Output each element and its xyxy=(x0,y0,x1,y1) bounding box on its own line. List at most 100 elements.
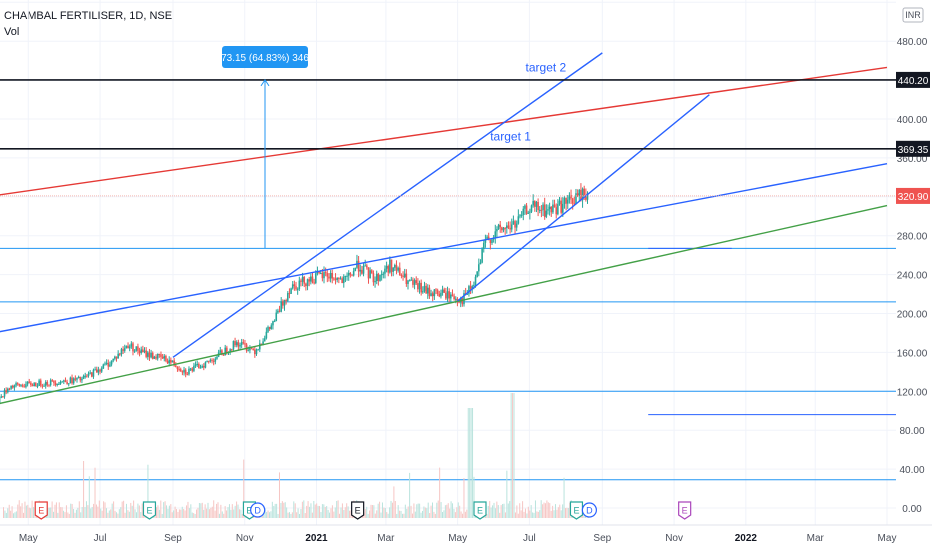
volume-bar xyxy=(111,503,113,518)
dividend-marker[interactable] xyxy=(250,502,266,518)
candle-body xyxy=(382,273,385,275)
volume-bar xyxy=(90,508,92,518)
candle-body xyxy=(506,225,508,229)
volume-bar xyxy=(449,508,451,518)
y-tick-label: 120.00 xyxy=(897,387,928,398)
volume-bar xyxy=(207,502,209,518)
candle-body xyxy=(179,369,182,372)
candle-body xyxy=(163,355,166,359)
volume-bar xyxy=(227,507,229,518)
volume-bar xyxy=(552,505,554,518)
y-tick-label: 40.00 xyxy=(899,465,924,476)
candle-body xyxy=(375,273,378,282)
volume-bar xyxy=(502,503,504,518)
volume-bar xyxy=(429,513,431,518)
candle-body xyxy=(448,291,450,299)
candle-body xyxy=(122,349,124,351)
annotation-target-1: target 1 xyxy=(490,129,531,143)
candle-body xyxy=(301,276,304,282)
volume-bar xyxy=(98,500,100,518)
volume-bar xyxy=(5,512,7,518)
volume-bar xyxy=(127,510,129,518)
volume-bar xyxy=(221,511,223,518)
x-tick-label: Sep xyxy=(164,533,182,544)
volume-bar xyxy=(519,503,521,518)
volume-bar xyxy=(520,510,522,518)
candle-body xyxy=(295,286,297,290)
volume-bar xyxy=(396,513,398,518)
volume-bar xyxy=(399,510,401,518)
candle-body xyxy=(137,346,139,351)
volume-bar xyxy=(131,505,133,518)
candle-body xyxy=(471,286,474,289)
volume-bar xyxy=(379,501,381,518)
candle-body xyxy=(530,205,533,212)
volume-bar xyxy=(134,509,136,518)
volume-bar xyxy=(404,504,406,518)
candle-body xyxy=(86,375,88,377)
candle-body xyxy=(402,275,404,277)
trend-line-4 xyxy=(172,52,603,358)
volume-bar xyxy=(97,506,99,518)
candle-body xyxy=(435,289,437,291)
volume-bar xyxy=(497,505,499,518)
volume-bar xyxy=(456,507,458,518)
volume-bar xyxy=(87,505,89,518)
dividend-marker[interactable] xyxy=(581,502,597,518)
volume-bar xyxy=(210,507,212,518)
volume-bar xyxy=(94,467,96,518)
candle-body xyxy=(74,378,77,380)
volume-bar xyxy=(560,510,562,518)
volume-bar xyxy=(522,501,524,518)
volume-bar xyxy=(214,510,216,518)
candle-body xyxy=(501,227,503,231)
volume-bar xyxy=(473,476,475,518)
volume-bar xyxy=(540,500,542,518)
volume-label[interactable]: Vol xyxy=(4,26,20,38)
earnings-marker[interactable] xyxy=(34,501,48,520)
volume-bar xyxy=(517,513,519,518)
volume-bar xyxy=(307,501,309,518)
earnings-marker[interactable] xyxy=(142,501,157,520)
earnings-marker[interactable] xyxy=(678,501,692,520)
earnings-marker[interactable] xyxy=(473,501,487,520)
candle-body xyxy=(380,274,383,276)
candle-body xyxy=(422,291,424,293)
candle-body xyxy=(270,325,273,329)
candle-body xyxy=(138,350,141,353)
candle-body xyxy=(319,273,322,275)
candle-body xyxy=(339,278,342,280)
volume-bar xyxy=(436,502,438,518)
volume-bar xyxy=(117,513,119,518)
volume-bar xyxy=(133,500,135,518)
volume-bar xyxy=(193,513,195,518)
candle-body xyxy=(374,281,376,283)
candle-body xyxy=(254,349,256,355)
candle-body xyxy=(230,349,233,351)
candle-body xyxy=(148,352,151,358)
volume-bar xyxy=(313,500,315,518)
volume-bar xyxy=(51,501,53,518)
candle-body xyxy=(290,288,292,294)
candle-body xyxy=(384,268,386,274)
candle-body xyxy=(31,385,34,387)
candle-body xyxy=(553,204,556,208)
volume-bar xyxy=(158,509,160,518)
candle-body xyxy=(260,343,263,345)
volume-bar xyxy=(30,508,32,518)
candle-body xyxy=(529,211,531,213)
earnings-marker[interactable] xyxy=(351,501,365,520)
candle-body xyxy=(338,277,340,279)
measure-arrowhead xyxy=(260,79,270,87)
earnings-marker[interactable] xyxy=(569,501,584,520)
volume-bar xyxy=(411,513,413,518)
currency-badge[interactable] xyxy=(902,7,924,23)
candle-body xyxy=(431,293,434,297)
candle-body xyxy=(156,353,159,359)
candle-body xyxy=(117,353,119,359)
volume-bar xyxy=(559,504,561,518)
volume-bar xyxy=(266,511,268,518)
volume-bar xyxy=(487,505,489,518)
volume-bar xyxy=(394,501,396,518)
